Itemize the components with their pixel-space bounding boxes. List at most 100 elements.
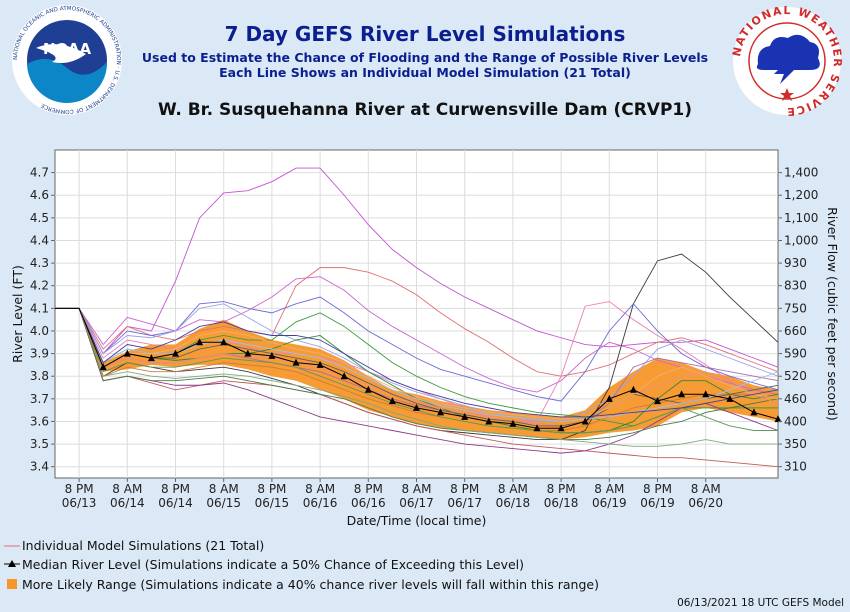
x-tick-date: 06/17 <box>447 496 482 510</box>
chart-subtitle-1: Used to Estimate the Chance of Flooding … <box>141 50 709 65</box>
median-point <box>196 338 204 346</box>
noaa-logo-text: NOAA <box>43 40 92 58</box>
median-point <box>702 390 710 398</box>
median-point <box>364 385 372 393</box>
y-tick-label: 3.6 <box>30 414 49 428</box>
legend-median-swatch <box>4 560 20 567</box>
y-tick-label: 3.7 <box>30 392 49 406</box>
median-point <box>99 363 107 371</box>
y2-tick-label: 830 <box>784 279 807 293</box>
y-tick-label: 4.0 <box>30 324 49 338</box>
median-point <box>750 408 758 416</box>
median-point <box>292 358 300 366</box>
y-tick-label: 3.4 <box>30 460 49 474</box>
y2-tick-label: 590 <box>784 347 807 361</box>
median-point <box>726 394 734 402</box>
location-title: W. Br. Susquehanna River at Curwensville… <box>157 100 692 120</box>
y2-tick-label: 1,400 <box>784 166 818 180</box>
x-tick-time: 8 AM <box>112 482 142 496</box>
y2-axis-label: River Flow (cubic feet per second) <box>825 207 840 421</box>
x-tick-time: 8 PM <box>643 482 672 496</box>
median-point <box>485 417 493 425</box>
y-tick-label: 4.4 <box>30 233 49 247</box>
median-point <box>678 390 686 398</box>
median-point <box>172 349 179 357</box>
nws-logo: NATIONAL WEATHER SERVICE <box>730 4 843 118</box>
y2-tick-label: 930 <box>784 256 807 270</box>
median-point <box>581 417 589 425</box>
x-tick-time: 8 AM <box>691 482 721 496</box>
median-point <box>220 338 228 346</box>
x-tick-date: 06/19 <box>592 496 627 510</box>
y-axis-label: River Level (FT) <box>10 265 25 363</box>
y-tick-label: 4.2 <box>30 279 49 293</box>
x-tick-date: 06/14 <box>110 496 145 510</box>
x-tick-time: 8 PM <box>257 482 286 496</box>
legend-median-label: Median River Level (Simulations indicate… <box>22 557 525 572</box>
x-tick-date: 06/19 <box>640 496 675 510</box>
median-point <box>605 394 613 402</box>
y2-tick-label: 460 <box>784 392 807 406</box>
median-point <box>413 403 420 411</box>
x-tick-time: 8 PM <box>161 482 190 496</box>
median-point <box>629 385 637 393</box>
x-tick-date: 06/13 <box>62 496 97 510</box>
x-tick-date: 06/14 <box>158 496 193 510</box>
x-tick-time: 8 PM <box>65 482 94 496</box>
x-tick-time: 8 AM <box>594 482 624 496</box>
y-tick-label: 3.5 <box>30 437 49 451</box>
median-point <box>509 419 517 427</box>
chart-title: 7 Day GEFS River Level Simulations <box>224 22 626 46</box>
median-point <box>533 424 541 432</box>
simulation-line-21 <box>55 307 779 418</box>
noaa-logo: NOAA NATIONAL OCEANIC AND ATMOSPHERIC AD… <box>12 5 122 115</box>
median-point <box>123 349 131 357</box>
y2-tick-label: 1,100 <box>784 211 818 225</box>
simulation-line-12 <box>55 307 779 440</box>
chart-subtitle-2: Each Line Shows an Individual Model Simu… <box>219 65 631 80</box>
y-tick-label: 3.9 <box>30 347 49 361</box>
y2-tick-label: 310 <box>784 460 807 474</box>
y2-tick-label: 520 <box>784 369 807 383</box>
median-point <box>461 412 469 420</box>
simulation-line-13 <box>55 307 778 447</box>
x-tick-date: 06/18 <box>496 496 531 510</box>
x-tick-time: 8 AM <box>401 482 431 496</box>
y2-tick-label: 1,000 <box>784 233 818 247</box>
median-point <box>774 415 782 423</box>
x-tick-date: 06/15 <box>206 496 241 510</box>
model-run-footer: 06/13/2021 18 UTC GEFS Model <box>677 597 844 609</box>
x-tick-date: 06/15 <box>255 496 290 510</box>
y2-tick-label: 350 <box>784 437 807 451</box>
y-tick-label: 4.6 <box>30 188 49 202</box>
legend-range-swatch <box>7 579 17 589</box>
x-axis-label: Date/Time (local time) <box>347 513 487 528</box>
simulation-line-20 <box>55 307 779 420</box>
likely-range-band <box>55 308 778 440</box>
legend-individual-swatch <box>4 545 20 547</box>
x-tick-time: 8 PM <box>450 482 479 496</box>
median-point <box>340 372 348 380</box>
x-tick-time: 8 PM <box>547 482 576 496</box>
median-point <box>244 349 252 357</box>
y2-tick-label: 400 <box>784 414 807 428</box>
median-point <box>557 424 565 432</box>
y-tick-label: 4.1 <box>30 301 49 315</box>
simulation-line-17 <box>55 307 779 427</box>
y-tick-label: 4.3 <box>30 256 49 270</box>
x-tick-date: 06/16 <box>303 496 338 510</box>
x-tick-date: 06/16 <box>351 496 386 510</box>
simulation-line-7 <box>55 303 779 422</box>
x-tick-time: 8 AM <box>498 482 528 496</box>
median-point <box>147 354 155 362</box>
y-tick-label: 4.5 <box>30 211 49 225</box>
y-tick-label: 4.7 <box>30 166 49 180</box>
legend-range-label: More Likely Range (Simulations indicate … <box>22 577 599 592</box>
median-point <box>316 360 324 368</box>
x-tick-date: 06/17 <box>399 496 434 510</box>
x-tick-time: 8 AM <box>209 482 239 496</box>
median-point <box>268 351 276 359</box>
median-point <box>654 397 661 405</box>
x-tick-date: 06/20 <box>688 496 723 510</box>
